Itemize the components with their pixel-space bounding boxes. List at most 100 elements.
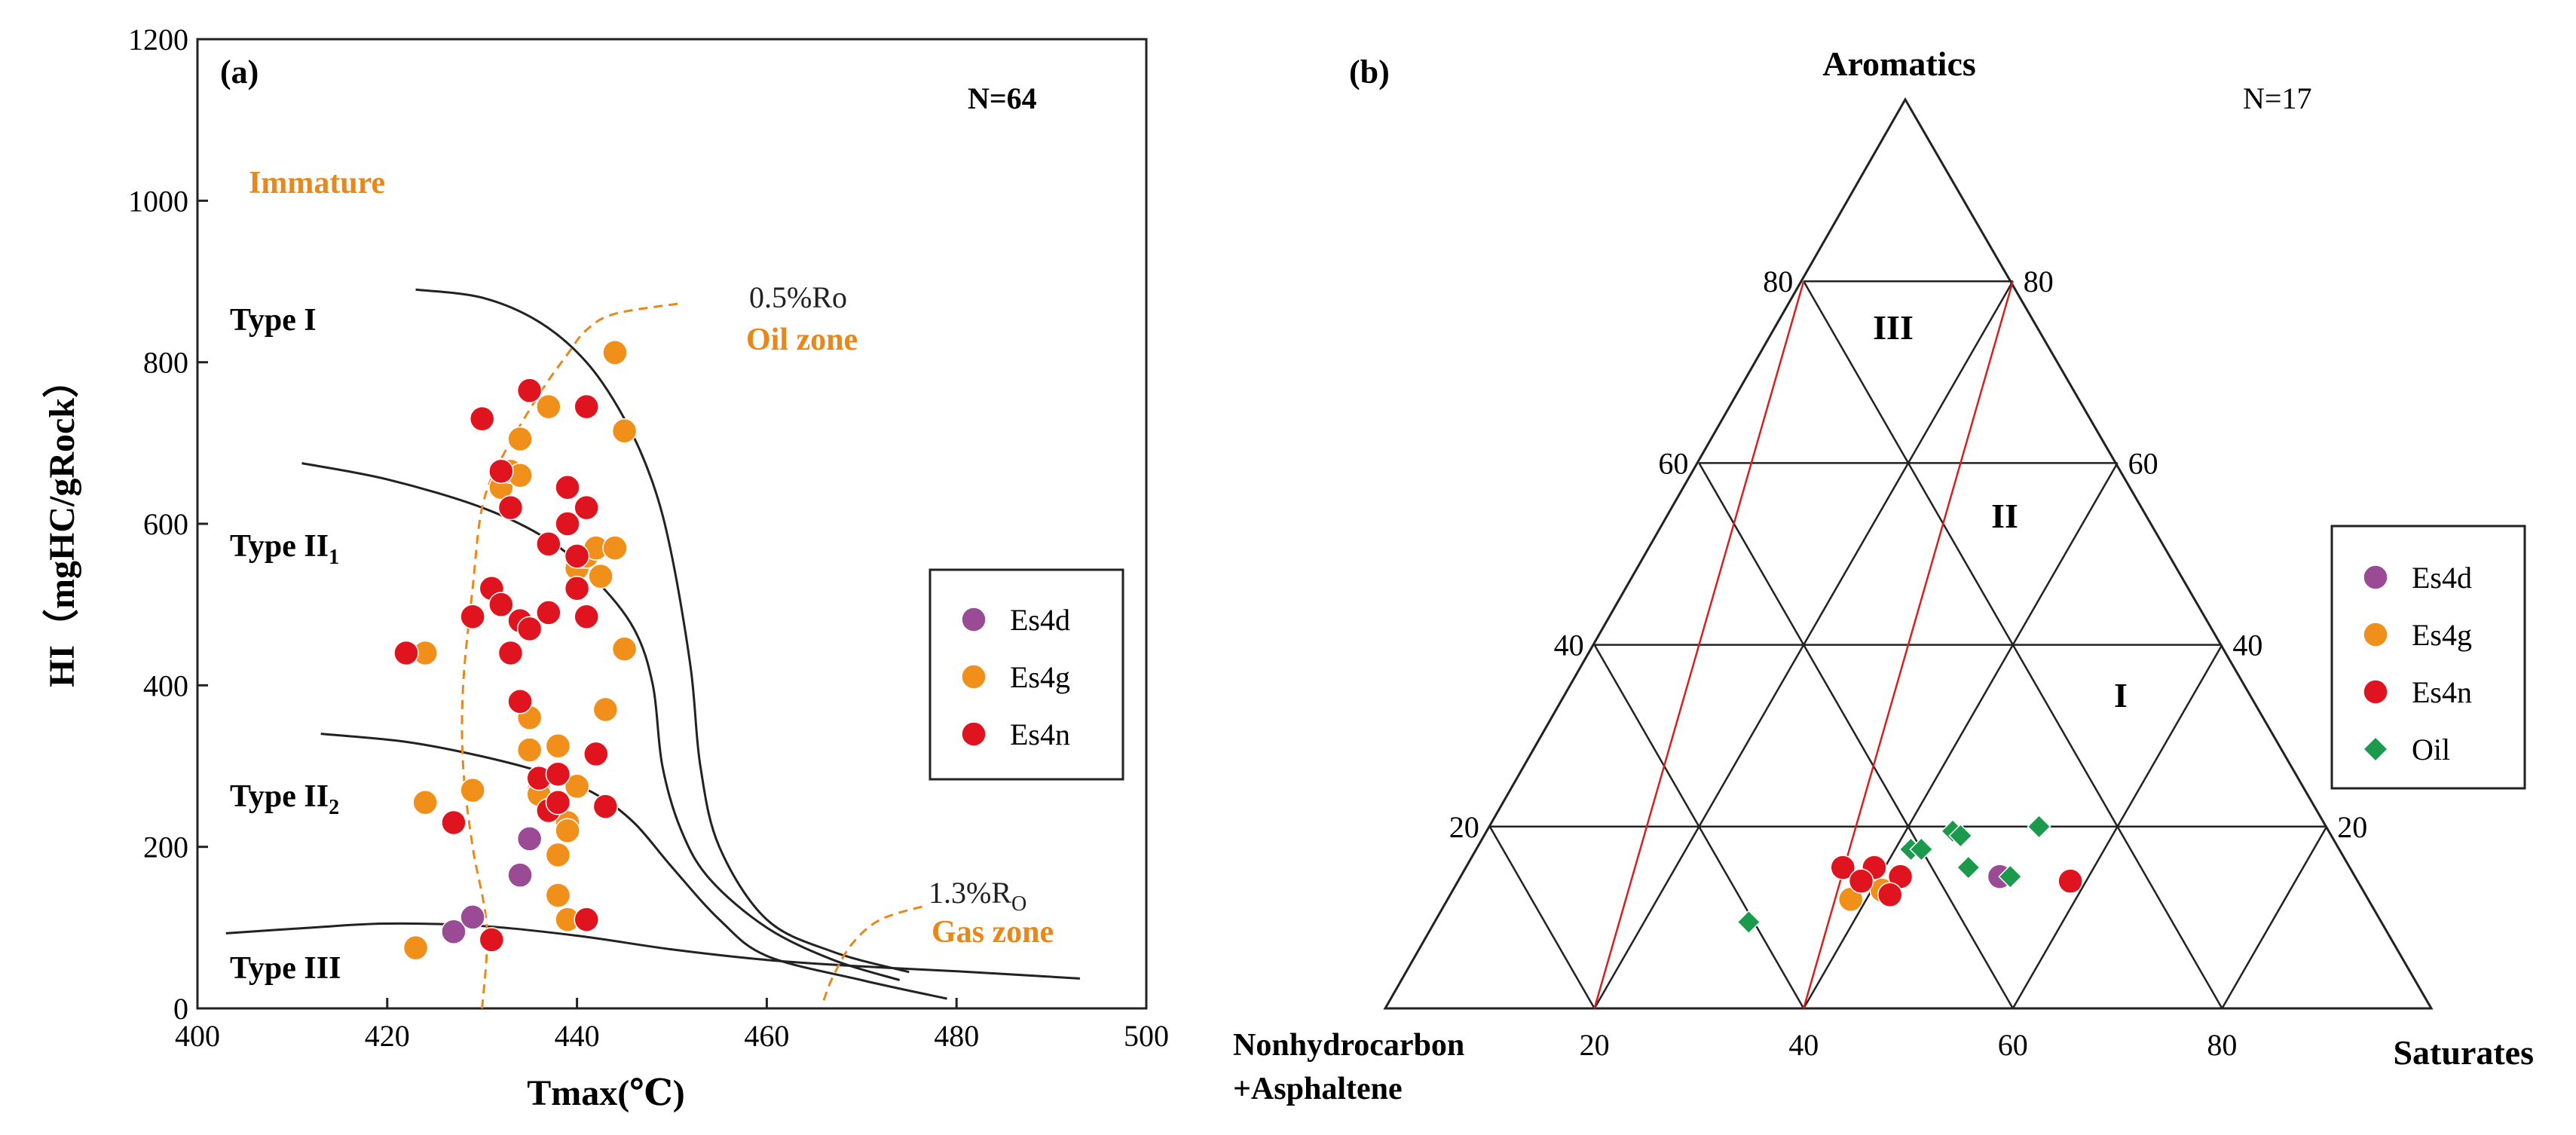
point-a-es4g-2 [412, 789, 438, 815]
gas-zone-label: Gas zone [932, 915, 1054, 950]
right-edge-tick-60: 60 [2128, 446, 2158, 480]
point-a-es4n-22 [555, 475, 580, 500]
type-i-label: Type I [230, 303, 317, 338]
panel-a-count: N=64 [968, 81, 1037, 115]
point-a-es4n-1 [393, 640, 419, 666]
legend-a-es4g-marker [961, 664, 987, 690]
legend-b-oil-label: Oil [2412, 733, 2450, 766]
point-a-es4g-18 [555, 818, 580, 843]
left-edge-tick-60: 60 [1658, 446, 1688, 480]
panel-a-data-points [393, 340, 638, 961]
panel-a-y-axis-label: HI（mgHC/gRock） [42, 362, 82, 687]
ternary-outline [1383, 96, 2434, 1010]
point-a-es4g-14 [545, 883, 571, 908]
point-b-oil-7 [2027, 814, 2051, 839]
point-a-es4n-2 [441, 809, 467, 836]
point-a-es4n-20 [545, 789, 571, 815]
type-ii1-ii2-boundary [301, 462, 901, 981]
panel-a-label: (a) [220, 54, 259, 90]
point-a-es4n-27 [574, 604, 599, 629]
y-tick-label-400: 400 [143, 668, 188, 702]
point-a-es4d-2 [460, 904, 485, 930]
bottom-tick-60: 60 [1998, 1028, 2028, 1062]
ro-05-label: 0.5%Ro [749, 280, 847, 314]
point-a-es4g-25 [588, 563, 613, 589]
apex-left-label-line2: +Asphaltene [1233, 1072, 1403, 1106]
point-a-es4g-4 [460, 777, 485, 803]
point-a-es4g-1 [402, 935, 429, 961]
point-a-es4n-6 [479, 927, 505, 953]
point-a-es4n-14 [516, 378, 543, 403]
point-a-es4g-27 [602, 340, 628, 366]
ro-13-boundary-line [822, 904, 929, 1001]
x-tick-label-460: 460 [744, 1019, 789, 1053]
grid-nonhydrocarbon-60 [1593, 644, 1805, 1009]
point-a-es4g-29 [611, 418, 638, 444]
panel-a-legend: Es4d Es4g Es4n [929, 568, 1124, 781]
point-a-es4n-24 [564, 543, 590, 569]
right-edge-tick-20: 20 [2337, 810, 2367, 844]
left-edge-tick-20: 20 [1449, 810, 1479, 844]
panel-b-count: N=17 [2243, 81, 2311, 115]
legend-a-es4n-marker [961, 721, 987, 747]
bottom-tick-80: 80 [2207, 1028, 2237, 1062]
point-a-es4n-17 [536, 600, 561, 626]
legend-b-es4g-label: Es4g [2412, 618, 2472, 652]
apex-right-label: Saturates [2393, 1033, 2534, 1072]
point-a-es4n-11 [507, 689, 533, 714]
x-tick-label-440: 440 [555, 1019, 600, 1053]
panel-b-ternary: 20 40 60 80 20 40 60 80 20 40 60 80 (b) N=17 Aromat… [1233, 44, 2534, 1106]
point-a-es4g-28 [602, 535, 628, 561]
point-a-es4n-3 [460, 604, 485, 629]
point-a-es4g-9 [516, 737, 543, 763]
y-tick-label-200: 200 [143, 831, 188, 864]
grid-saturates-40 [1803, 462, 2119, 1009]
type-division-line-1 [1593, 280, 1805, 1009]
grid-saturates-80 [2221, 826, 2328, 1009]
x-tick-label-500: 500 [1124, 1019, 1169, 1053]
point-a-es4n-9 [497, 640, 524, 666]
point-a-es4g-20 [564, 773, 590, 800]
point-b-oil-1 [1736, 910, 1761, 935]
point-a-es4d-1 [441, 919, 467, 944]
ro-05-boundary-line [460, 301, 682, 1009]
point-b-oil-6 [1956, 855, 1981, 880]
legend-b-es4n-label: Es4n [2412, 675, 2472, 709]
oil-zone-label: Oil zone [746, 323, 858, 357]
point-a-es4g-7 [507, 426, 533, 452]
point-b-es4n-3 [1848, 868, 1874, 894]
type-iii-boundary [225, 922, 1080, 980]
legend-a-es4d-marker [961, 607, 987, 632]
point-a-es4g-13 [536, 393, 561, 420]
point-a-es4n-4 [469, 405, 495, 432]
grid-nonhydrocarbon-80 [1488, 826, 1595, 1009]
region-ii-label: II [1991, 497, 2018, 535]
point-a-es4n-29 [583, 741, 609, 767]
type-division-line-2 [1802, 280, 2015, 1009]
legend-b-es4g-marker [2363, 622, 2388, 647]
point-a-es4d-3 [507, 862, 533, 888]
region-i-label: I [2114, 676, 2128, 714]
panel-a-hi-vs-tmax: 400 420 440 460 480 500020040060080010001200 … [42, 23, 1169, 1113]
point-a-es4d-4 [516, 826, 543, 852]
ro-13-sub: O [1011, 892, 1026, 916]
point-a-es4n-7 [488, 458, 514, 485]
grid-nonhydrocarbon-40 [1698, 462, 2014, 1009]
region-iii-label: III [1873, 308, 1914, 347]
point-b-es4n-6 [2057, 868, 2083, 894]
immature-label: Immature [249, 166, 385, 200]
right-edge-tick-40: 40 [2232, 629, 2262, 662]
apex-top-label: Aromatics [1822, 44, 1976, 83]
panel-b-ternary-grid: 20 40 60 80 20 40 60 80 20 40 60 80 [1383, 96, 2434, 1062]
point-a-es4n-18 [536, 531, 561, 557]
point-a-es4g-26 [592, 696, 619, 723]
point-b-es4n-1 [1830, 855, 1856, 880]
point-a-es4n-8 [488, 592, 514, 617]
type-i-ii1-boundary [415, 288, 910, 974]
x-tick-label-420: 420 [365, 1019, 410, 1053]
point-b-es4n-5 [1877, 882, 1903, 907]
point-a-es4n-26 [574, 494, 599, 521]
ro-13-main: 1.3%R [929, 876, 1011, 910]
apex-left-label-line1: Nonhydrocarbon [1233, 1028, 1464, 1063]
